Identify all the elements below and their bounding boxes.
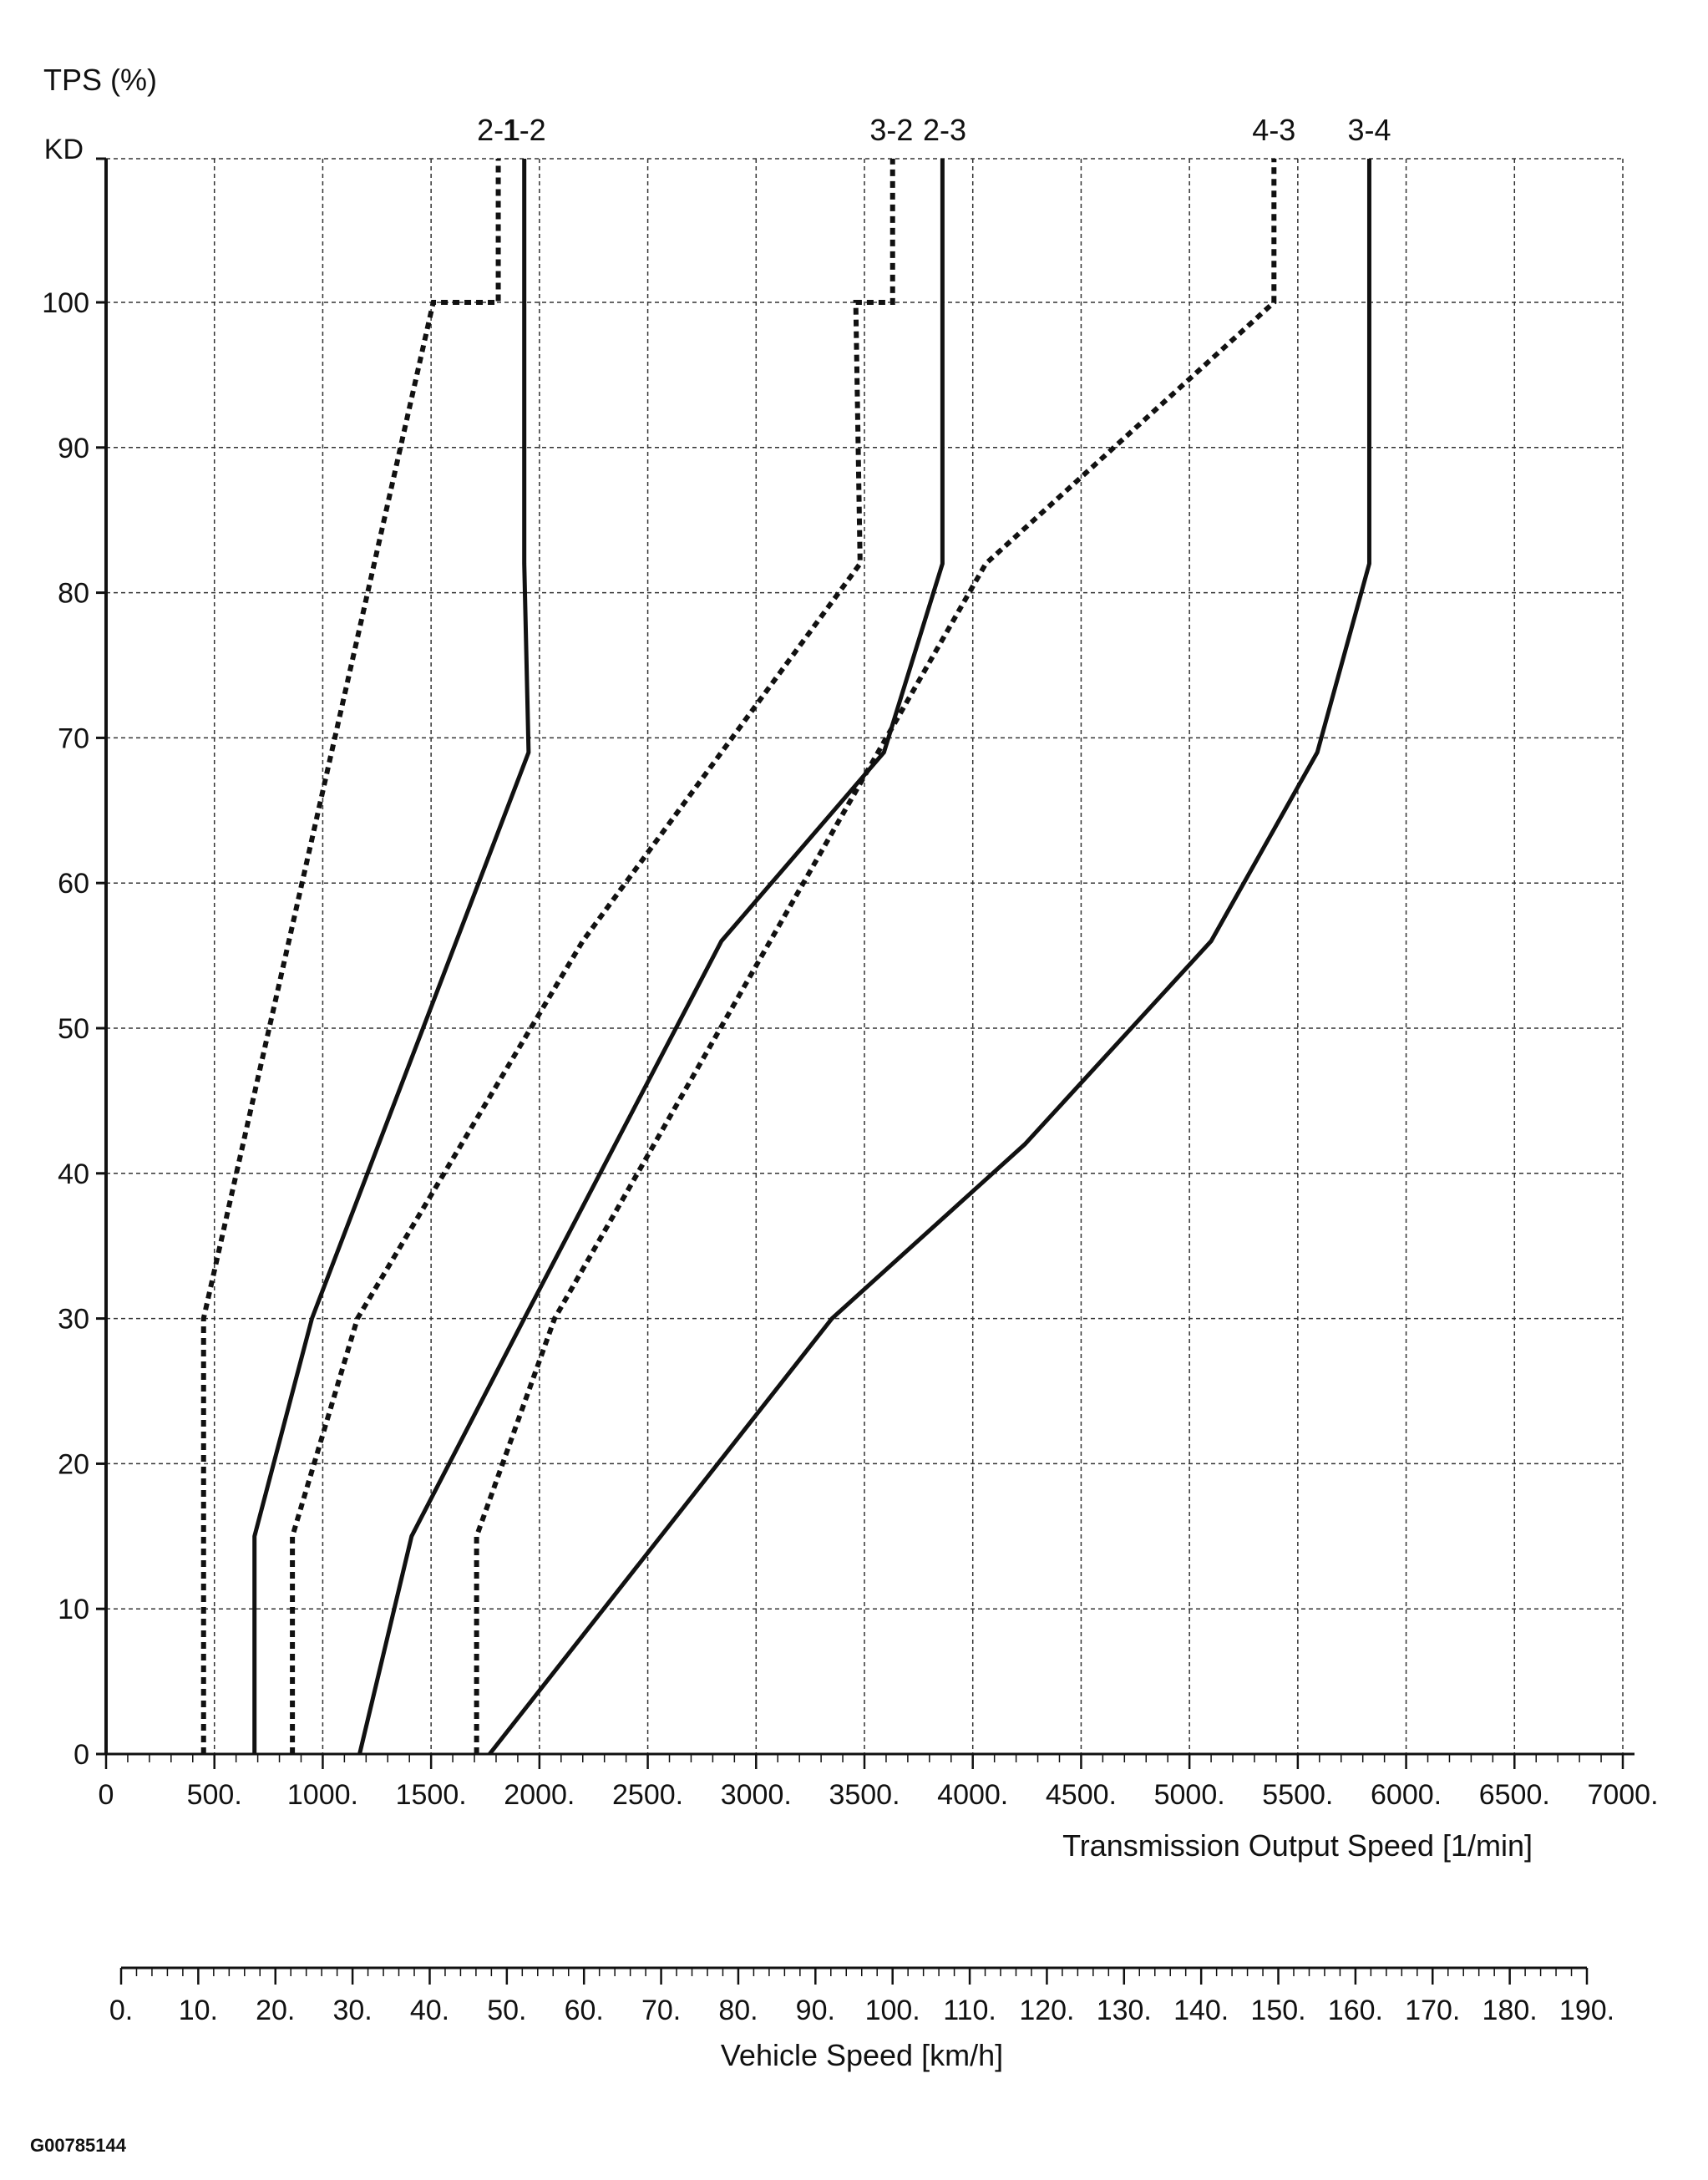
x-tick-label: 0 — [99, 1779, 114, 1811]
x-tick-label: 3000. — [721, 1779, 792, 1811]
y-tick-label: 10 — [58, 1594, 89, 1625]
y-tick-label: 50 — [58, 1013, 89, 1045]
vehicle-speed-tick-label: 40. — [410, 1995, 449, 2026]
series-layer — [200, 159, 1371, 1756]
series-line-2-1 — [200, 159, 501, 1754]
vehicle-speed-tick-label: 110. — [943, 1995, 996, 2026]
vehicle-speed-tick-label: 190. — [1559, 1995, 1614, 2026]
x-tick-label: 500. — [187, 1779, 242, 1811]
series-line-4-3 — [474, 159, 1277, 1754]
y-tick-label: 60 — [58, 868, 89, 900]
y-tick-label: 40 — [58, 1158, 89, 1190]
y-tick-label: 70 — [58, 722, 89, 754]
x-tick-label: 5500. — [1262, 1779, 1333, 1811]
x-axis-title: Transmission Output Speed [1/min] — [1062, 1828, 1533, 1863]
kd-label: KD — [44, 134, 84, 165]
label-layer: TPS (%) KD Transmission Output Speed [1/… — [30, 63, 1659, 2156]
vehicle-speed-tick-label: 80. — [718, 1995, 758, 2026]
vehicle-speed-tick-label: 150. — [1250, 1995, 1305, 2026]
series-line-2-3 — [357, 159, 945, 1755]
x-tick-label: 2000. — [504, 1779, 575, 1811]
vehicle-speed-tick-label: 120. — [1019, 1995, 1074, 2026]
x-tick-label: 4500. — [1046, 1779, 1117, 1811]
vehicle-speed-tick-label: 170. — [1405, 1995, 1460, 2026]
vehicle-speed-tick-label: 180. — [1482, 1995, 1538, 2026]
series-label-3-2: 3-2 — [869, 113, 913, 147]
y-tick-label: 20 — [58, 1448, 89, 1480]
x-tick-label: 1000. — [287, 1779, 358, 1811]
x-tick-label: 5000. — [1154, 1779, 1225, 1811]
y-tick-label: 0 — [73, 1739, 89, 1771]
y-axis-title: TPS (%) — [43, 63, 157, 97]
x-tick-label: 6500. — [1479, 1779, 1550, 1811]
series-label-2-3: 2-3 — [923, 113, 966, 147]
vehicle-speed-tick-label: 50. — [487, 1995, 526, 2026]
vehicle-speed-tick-label: 10. — [179, 1995, 218, 2026]
vehicle-speed-tick-label: 20. — [256, 1995, 295, 2026]
vehicle-speed-tick-label: 90. — [796, 1995, 835, 2026]
vehicle-speed-tick-label: 100. — [865, 1995, 920, 2026]
vehicle-speed-tick-label: 70. — [641, 1995, 681, 2026]
vehicle-speed-tick-label: 130. — [1097, 1995, 1152, 2026]
vehicle-speed-tick-label: 160. — [1328, 1995, 1383, 2026]
series-label-2-1: 2-1 — [477, 113, 520, 147]
x-tick-label: 1500. — [396, 1779, 467, 1811]
grid-layer — [106, 158, 1624, 1754]
axis-layer — [96, 157, 1635, 1985]
x-tick-label: 7000. — [1587, 1779, 1658, 1811]
series-label-3-4: 3-4 — [1347, 113, 1391, 147]
x-tick-label: 6000. — [1371, 1779, 1442, 1811]
x-tick-label: 3500. — [829, 1779, 900, 1811]
series-label-1-2: 1-2 — [503, 113, 546, 147]
series-label-4-3: 4-3 — [1252, 113, 1295, 147]
vehicle-speed-axis-title: Vehicle Speed [km/h] — [721, 2038, 1003, 2072]
y-tick-label: 90 — [58, 433, 89, 464]
vehicle-speed-tick-label: 140. — [1173, 1995, 1229, 2026]
x-tick-label: 2500. — [612, 1779, 683, 1811]
vehicle-speed-tick-label: 30. — [332, 1995, 372, 2026]
vehicle-speed-tick-label: 60. — [565, 1995, 604, 2026]
y-tick-label: 100 — [42, 287, 89, 319]
x-tick-label: 4000. — [937, 1779, 1008, 1811]
series-line-3-4 — [488, 159, 1371, 1756]
series-line-3-2 — [290, 159, 895, 1754]
vehicle-speed-tick-label: 0. — [109, 1995, 133, 2026]
series-line-1-2 — [252, 159, 531, 1754]
y-tick-label: 80 — [58, 578, 89, 610]
y-tick-label: 30 — [58, 1304, 89, 1336]
figure-id: G00785144 — [30, 2135, 127, 2156]
